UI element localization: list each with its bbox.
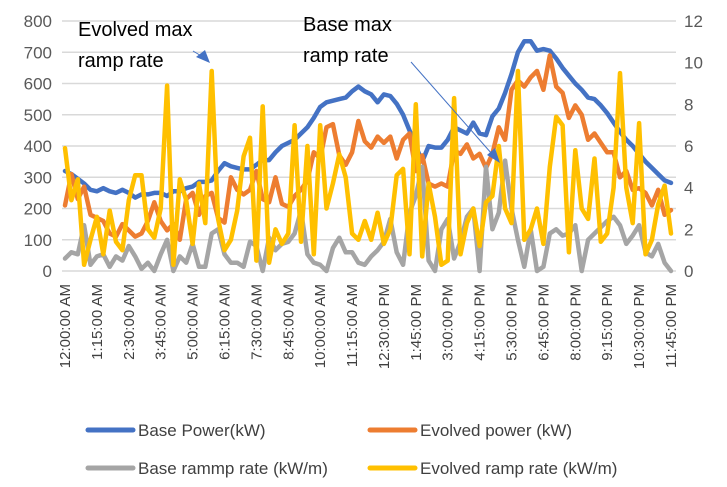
y-right-tick-label: 10 bbox=[684, 54, 703, 73]
annotation-arrowhead-icon bbox=[196, 50, 210, 63]
y-left-tick-label: 200 bbox=[24, 200, 52, 219]
x-tick-label: 5:30:00 PM bbox=[504, 284, 521, 361]
y-right-tick-label: 4 bbox=[684, 179, 693, 198]
y-right-tick-label: 6 bbox=[684, 137, 693, 156]
x-tick-label: 10:00:00 AM bbox=[312, 284, 329, 368]
y-left-tick-label: 400 bbox=[24, 137, 52, 156]
right-y-axis-ticks: 0 2 4 6 8 10 12 bbox=[684, 12, 703, 281]
x-tick-label: 2:30:00 AM bbox=[121, 284, 138, 360]
x-tick-label: 6:15:00 AM bbox=[216, 284, 233, 360]
series-lines bbox=[62, 39, 674, 274]
x-tick-label: 6:45:00 PM bbox=[535, 284, 552, 361]
legend-item-evolved-ramp: Evolved ramp rate (kW/m) bbox=[367, 459, 617, 478]
series-line-evolved-power-kw bbox=[62, 53, 674, 243]
x-tick-label: 9:15:00 PM bbox=[599, 284, 616, 361]
x-tick-label: 1:45:00 PM bbox=[408, 284, 425, 361]
x-tick-label: 1:15:00 AM bbox=[89, 284, 106, 360]
x-tick-label: 8:00:00 PM bbox=[567, 284, 584, 361]
annotation-base-line1: Base max bbox=[303, 14, 392, 36]
annotation-base-max: Base max ramp rate bbox=[303, 14, 500, 163]
y-right-tick-label: 12 bbox=[684, 12, 703, 31]
annotation-evolved-line2: ramp rate bbox=[78, 50, 164, 72]
legend-item-base-power: Base Power(kW) bbox=[85, 421, 266, 440]
x-tick-label: 11:45:00 PM bbox=[663, 284, 680, 368]
y-left-tick-label: 0 bbox=[43, 262, 52, 281]
annotation-arrowhead-icon bbox=[487, 148, 500, 163]
y-right-tick-label: 2 bbox=[684, 220, 693, 239]
legend-item-base-ramp: Base rammp rate (kW/m) bbox=[85, 459, 328, 478]
left-y-axis-ticks: 0 100 200 300 400 500 600 700 800 bbox=[24, 12, 52, 281]
y-left-tick-label: 800 bbox=[24, 12, 52, 31]
y-left-tick-label: 100 bbox=[24, 231, 52, 250]
x-tick-label: 7:30:00 AM bbox=[248, 284, 265, 360]
x-tick-label: 8:45:00 AM bbox=[280, 284, 297, 360]
x-tick-label: 3:45:00 AM bbox=[153, 284, 170, 360]
legend-label: Base rammp rate (kW/m) bbox=[138, 459, 328, 478]
x-tick-label: 10:30:00 PM bbox=[631, 284, 648, 369]
series-line-evolved-ramp-rate-kw-m bbox=[62, 68, 674, 268]
series-line-base-power-kw bbox=[62, 39, 674, 200]
annotation-evolved-line1: Evolved max bbox=[78, 19, 193, 41]
legend-label: Evolved ramp rate (kW/m) bbox=[420, 459, 617, 478]
annotation-evolved-max: Evolved max ramp rate bbox=[78, 19, 210, 72]
x-axis-ticks: 12:00:00 AM 1:15:00 AM 2:30:00 AM 3:45:00 A… bbox=[57, 284, 680, 369]
legend-label: Base Power(kW) bbox=[138, 421, 266, 440]
x-tick-label: 5:00:00 AM bbox=[185, 284, 202, 360]
y-right-tick-label: 0 bbox=[684, 262, 693, 281]
annotation-arrow-line bbox=[410, 61, 493, 155]
y-left-tick-label: 700 bbox=[24, 43, 52, 62]
legend-item-evolved-power: Evolved power (kW) bbox=[367, 421, 572, 440]
x-tick-label: 3:00:00 PM bbox=[440, 284, 457, 361]
y-left-tick-label: 300 bbox=[24, 168, 52, 187]
legend-label: Evolved power (kW) bbox=[420, 421, 572, 440]
x-tick-label: 4:15:00 PM bbox=[472, 284, 489, 361]
x-tick-label: 11:15:00 AM bbox=[344, 284, 361, 367]
y-left-tick-label: 600 bbox=[24, 75, 52, 94]
x-tick-label: 12:00:00 AM bbox=[57, 284, 74, 368]
y-left-tick-label: 500 bbox=[24, 106, 52, 125]
annotation-base-line2: ramp rate bbox=[303, 45, 389, 67]
legend: Base Power(kW) Evolved power (kW) Base r… bbox=[85, 421, 617, 478]
x-tick-label: 12:30:00 PM bbox=[376, 284, 393, 369]
y-right-tick-label: 8 bbox=[684, 95, 693, 114]
